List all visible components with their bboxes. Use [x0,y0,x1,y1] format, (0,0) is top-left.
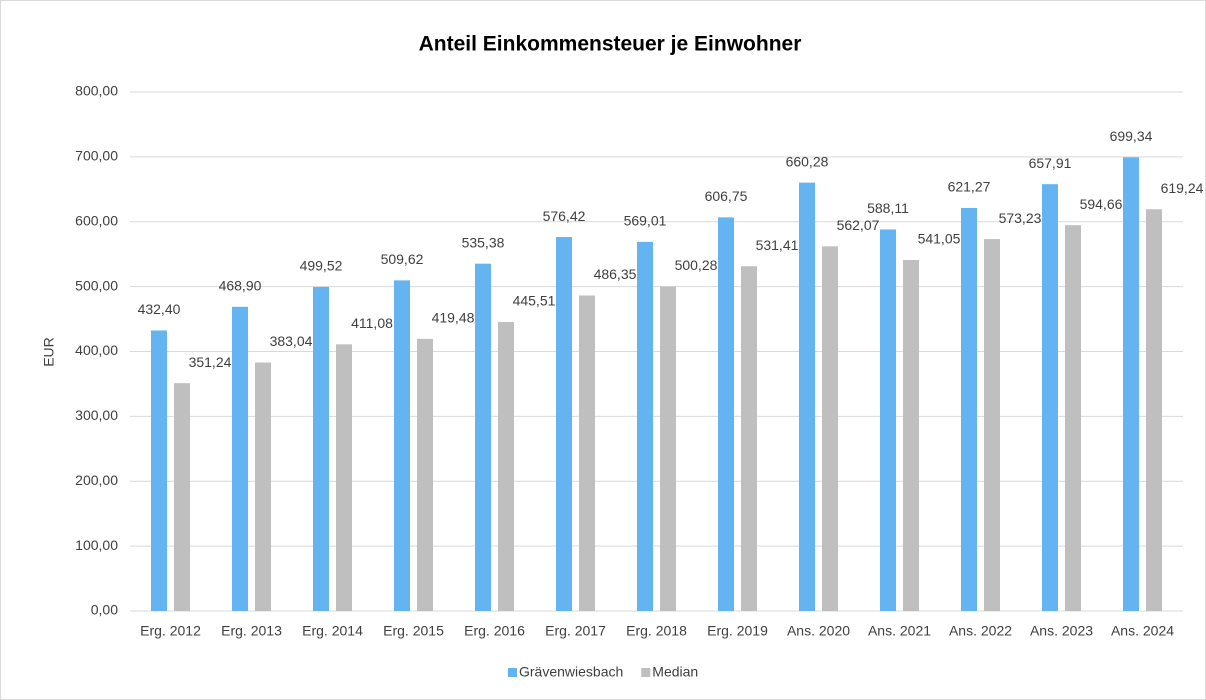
value-label: 569,01 [624,213,667,229]
value-label: 657,91 [1029,155,1072,171]
x-tick-label: Erg. 2014 [302,623,363,639]
bar [637,241,653,611]
value-label: 486,35 [594,266,637,282]
bar [1065,225,1081,611]
value-label: 383,04 [270,333,313,349]
x-tick-label: Erg. 2018 [626,623,687,639]
bar [1042,184,1058,611]
bar [556,237,572,611]
value-label: 432,40 [138,301,181,317]
value-label: 351,24 [189,354,232,370]
bar [417,338,433,611]
x-tick-label: Ans. 2023 [1030,623,1093,639]
y-tick-label: 0,00 [91,602,118,618]
bar [880,229,896,612]
bar [1146,209,1162,611]
y-tick-label: 600,00 [75,212,118,228]
bar [984,239,1000,611]
value-label: 699,34 [1110,128,1153,144]
value-label: 573,23 [999,210,1042,226]
value-label: 660,28 [786,153,829,169]
x-tick-label: Erg. 2017 [545,623,606,639]
bar [313,286,329,611]
y-tick-label: 300,00 [75,407,118,423]
bar [1123,157,1139,612]
bar [151,330,167,611]
bar [394,280,410,611]
y-tick-label: 200,00 [75,472,118,488]
bar [498,321,514,611]
bar [232,306,248,611]
chart-title: Anteil Einkommensteuer je Einwohner [419,33,802,56]
x-tick-label: Erg. 2015 [383,623,444,639]
value-label: 621,27 [948,179,991,195]
x-tick-label: Ans. 2022 [949,623,1012,639]
value-label: 531,41 [756,237,799,253]
value-label: 499,52 [300,258,343,274]
y-axis-label: EUR [41,337,57,367]
value-label: 468,90 [219,278,262,294]
legend-label: Median [652,664,698,680]
y-tick-label: 500,00 [75,277,118,293]
bar [336,344,352,611]
bar [903,259,919,611]
x-tick-label: Erg. 2019 [707,623,768,639]
x-tick-label: Erg. 2012 [140,623,201,639]
x-tick-label: Ans. 2020 [787,623,850,639]
value-label: 509,62 [381,251,424,267]
value-label: 562,07 [837,217,880,233]
value-label: 500,28 [675,257,718,273]
value-label: 445,51 [513,293,556,309]
value-label: 419,48 [432,310,475,326]
value-label: 541,05 [918,231,961,247]
value-label: 606,75 [705,188,748,204]
y-tick-label: 700,00 [75,148,118,164]
bar [579,295,595,611]
y-tick-label: 400,00 [75,342,118,358]
bar [475,263,491,611]
bar [741,266,757,611]
bar [660,286,676,611]
y-tick-label: 800,00 [75,83,118,99]
x-tick-label: Ans. 2024 [1111,623,1174,639]
x-tick-label: Ans. 2021 [868,623,931,639]
bar [718,217,734,611]
value-label: 619,24 [1161,180,1204,196]
bar [961,207,977,611]
bar [174,383,190,611]
value-label: 411,08 [351,315,393,331]
value-label: 535,38 [462,234,505,250]
x-tick-label: Erg. 2016 [464,623,525,639]
x-tick-label: Erg. 2013 [221,623,282,639]
value-label: 576,42 [543,208,586,224]
legend-label: Grävenwiesbach [519,664,623,680]
bar [255,362,271,611]
legend-swatch [641,668,651,677]
bar [822,246,838,611]
y-tick-label: 100,00 [75,537,118,553]
legend-swatch [508,668,517,677]
value-label: 588,11 [867,200,909,216]
value-label: 594,66 [1080,196,1123,212]
bar [799,182,815,611]
